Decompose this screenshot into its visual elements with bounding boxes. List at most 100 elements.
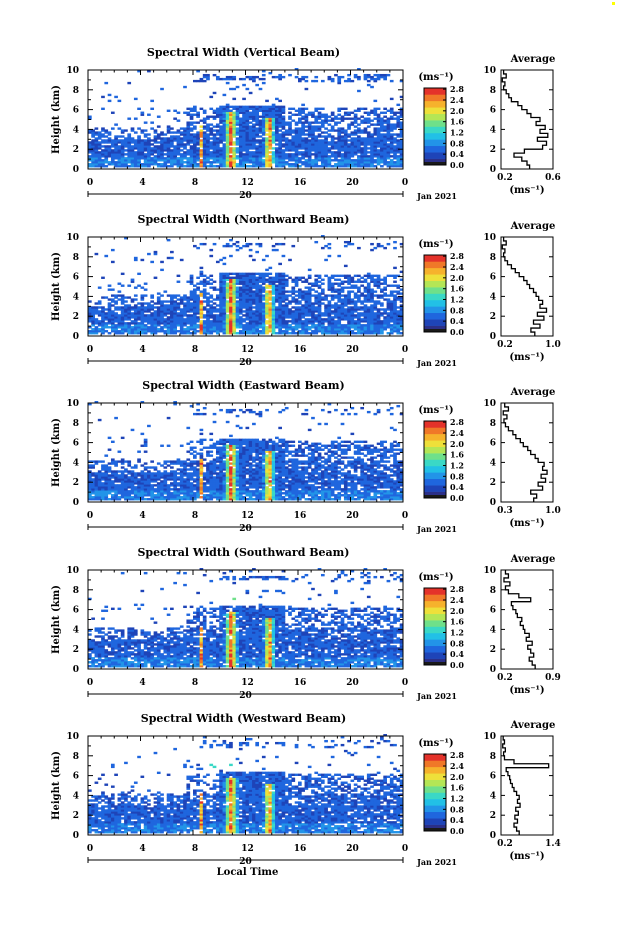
heatmap-cell — [357, 298, 361, 301]
heatmap-cell — [150, 326, 155, 329]
heatmap-cell — [255, 316, 260, 319]
heatmap-cell — [189, 280, 194, 283]
heatmap-cell — [242, 318, 246, 321]
heatmap-cell — [219, 121, 223, 124]
heatmap-cell — [281, 286, 286, 289]
heatmap-cell — [278, 282, 282, 285]
heatmap-cell — [393, 127, 397, 130]
heatmap-cell — [396, 119, 401, 122]
heatmap-cell — [301, 115, 305, 118]
heatmap-cell — [389, 163, 394, 166]
heatmap-cell — [343, 328, 348, 331]
heatmap-cell — [219, 316, 223, 319]
heatmap-cell — [150, 460, 155, 463]
heatmap-cell — [288, 312, 292, 315]
heatmap-cell — [104, 157, 109, 160]
heatmap-cell — [304, 280, 309, 283]
heatmap-cell — [330, 324, 335, 327]
heatmap-cell — [104, 165, 109, 168]
heatmap-cell — [281, 288, 286, 291]
heatmap-cell — [301, 157, 305, 160]
heatmap-cell — [153, 147, 158, 150]
colorbar-swatch — [424, 293, 446, 301]
heatmap-cell — [376, 115, 381, 118]
heatmap-cell — [317, 121, 322, 124]
heatmap-cell — [143, 482, 148, 485]
heatmap-cell — [366, 155, 371, 158]
heatmap-cell — [399, 157, 404, 160]
heatmap-cell — [357, 318, 361, 321]
heatmap-cell — [163, 147, 168, 150]
heatmap-cell — [193, 284, 197, 287]
heatmap-cell — [255, 83, 260, 87]
heatmap-cell — [232, 314, 237, 317]
heatmap-cell — [124, 163, 128, 166]
heatmap-cell — [334, 143, 338, 146]
heatmap-cell — [189, 139, 194, 142]
colorbar-tick-label: 0.8 — [450, 138, 464, 148]
heatmap-cell — [265, 306, 269, 309]
heatmap-cell — [275, 324, 279, 327]
heatmap-cell — [370, 159, 374, 162]
heatmap-cell — [304, 312, 309, 315]
heatmap-cell — [242, 314, 246, 317]
heatmap-cell — [317, 115, 322, 118]
heatmap-cell — [179, 312, 184, 315]
heatmap-cell — [370, 314, 374, 317]
heatmap-cell — [373, 326, 378, 329]
heatmap-cell — [376, 316, 381, 319]
heatmap-cell — [222, 316, 227, 319]
heatmap-cell — [327, 328, 332, 331]
heatmap-cell — [334, 137, 338, 140]
heatmap-cell — [380, 296, 384, 299]
heatmap-cell — [120, 302, 125, 305]
heatmap-cell — [281, 137, 286, 140]
heatmap-cell — [150, 494, 155, 497]
heatmap-cell — [153, 490, 158, 493]
heatmap-cell — [383, 326, 387, 329]
heatmap-cell — [193, 302, 197, 305]
heatmap-cell — [327, 155, 332, 158]
heatmap-cell — [357, 246, 361, 250]
heatmap-cell — [117, 316, 122, 319]
heatmap-cell — [311, 147, 315, 150]
heatmap-cell — [268, 111, 273, 114]
heatmap-cell — [307, 304, 312, 307]
heatmap-cell — [202, 320, 207, 323]
heatmap-cell — [399, 107, 404, 110]
heatmap-cell — [376, 155, 381, 158]
heatmap-cell — [186, 310, 191, 313]
average-title: Average — [510, 54, 556, 65]
heatmap-cell — [373, 139, 378, 142]
heatmap-cell — [193, 320, 197, 323]
heatmap-cell — [209, 141, 214, 144]
heatmap-cell — [212, 145, 217, 148]
heatmap-cell — [373, 316, 378, 319]
heatmap-cell — [343, 131, 348, 134]
heatmap-cell — [199, 290, 204, 293]
heatmap-cell — [340, 131, 345, 134]
heatmap-cell — [206, 137, 210, 140]
heatmap-cell — [219, 161, 223, 164]
heatmap-cell — [229, 75, 233, 79]
heatmap-cell — [281, 308, 286, 311]
heatmap-cell — [114, 139, 118, 142]
heatmap-cell — [278, 288, 282, 291]
heatmap-cell — [238, 111, 243, 114]
heatmap-cell — [124, 145, 128, 148]
heatmap-cell — [110, 482, 115, 485]
heatmap-cell — [337, 155, 342, 158]
heatmap-cell — [117, 145, 122, 148]
heatmap-cell — [327, 322, 332, 325]
heatmap-cell — [258, 105, 263, 109]
heatmap-cell — [366, 294, 371, 297]
heatmap-cell — [327, 330, 332, 333]
heatmap-cell — [245, 129, 250, 132]
heatmap-cell — [327, 294, 332, 297]
heatmap-cell — [291, 298, 296, 301]
heatmap-cell — [193, 109, 197, 112]
heatmap-cell — [120, 135, 125, 138]
heatmap-cell — [393, 290, 397, 293]
heatmap-cell — [173, 109, 177, 112]
heatmap-cell — [124, 165, 128, 168]
